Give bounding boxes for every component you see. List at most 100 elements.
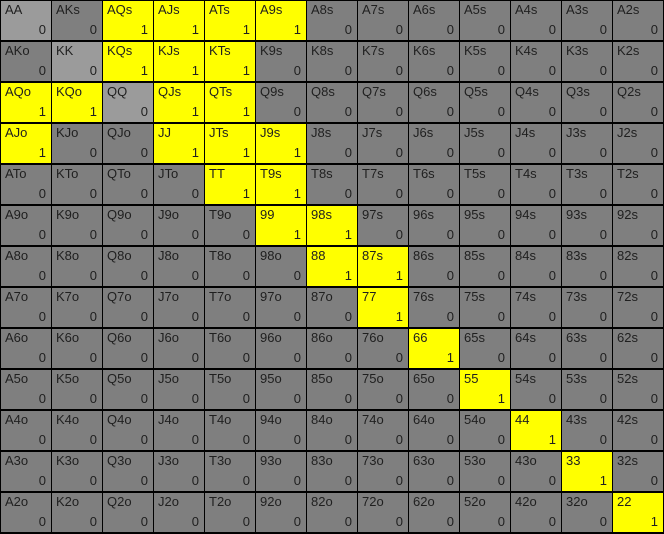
cell-Q8s[interactable]: Q8s 0 (307, 83, 358, 124)
cell-QJo[interactable]: QJo 0 (103, 124, 154, 165)
cell-JJ[interactable]: JJ 1 (154, 124, 205, 165)
cell-QJs[interactable]: QJs 1 (154, 83, 205, 124)
cell-Q7s[interactable]: Q7s 0 (358, 83, 409, 124)
cell-K4s[interactable]: K4s 0 (511, 42, 562, 83)
cell-Q2s[interactable]: Q2s 0 (613, 83, 664, 124)
cell-62s[interactable]: 62s 0 (613, 329, 664, 370)
cell-72s[interactable]: 72s 0 (613, 288, 664, 329)
cell-A2o[interactable]: A2o 0 (1, 493, 52, 534)
cell-T3s[interactable]: T3s 0 (562, 165, 613, 206)
cell-J9s[interactable]: J9s 1 (256, 124, 307, 165)
cell-JTs[interactable]: JTs 1 (205, 124, 256, 165)
cell-66[interactable]: 66 1 (409, 329, 460, 370)
cell-65s[interactable]: 65s 0 (460, 329, 511, 370)
cell-QTo[interactable]: QTo 0 (103, 165, 154, 206)
cell-92o[interactable]: 92o 0 (256, 493, 307, 534)
cell-J7o[interactable]: J7o 0 (154, 288, 205, 329)
cell-T4o[interactable]: T4o 0 (205, 411, 256, 452)
cell-73o[interactable]: 73o 0 (358, 452, 409, 493)
cell-94s[interactable]: 94s 0 (511, 206, 562, 247)
cell-K8o[interactable]: K8o 0 (52, 247, 103, 288)
cell-K9s[interactable]: K9s 0 (256, 42, 307, 83)
cell-82o[interactable]: 82o 0 (307, 493, 358, 534)
cell-ATs[interactable]: ATs 1 (205, 1, 256, 42)
cell-T9o[interactable]: T9o 0 (205, 206, 256, 247)
cell-88[interactable]: 88 1 (307, 247, 358, 288)
cell-Q5s[interactable]: Q5s 0 (460, 83, 511, 124)
cell-A7s[interactable]: A7s 0 (358, 1, 409, 42)
cell-98s[interactable]: 98s 1 (307, 206, 358, 247)
cell-J8o[interactable]: J8o 0 (154, 247, 205, 288)
cell-J7s[interactable]: J7s 0 (358, 124, 409, 165)
cell-86o[interactable]: 86o 0 (307, 329, 358, 370)
cell-A7o[interactable]: A7o 0 (1, 288, 52, 329)
cell-75s[interactable]: 75s 0 (460, 288, 511, 329)
cell-KTs[interactable]: KTs 1 (205, 42, 256, 83)
cell-TT[interactable]: TT 1 (205, 165, 256, 206)
cell-85o[interactable]: 85o 0 (307, 370, 358, 411)
cell-A8s[interactable]: A8s 0 (307, 1, 358, 42)
cell-Q9s[interactable]: Q9s 0 (256, 83, 307, 124)
cell-86s[interactable]: 86s 0 (409, 247, 460, 288)
cell-KQs[interactable]: KQs 1 (103, 42, 154, 83)
cell-T7s[interactable]: T7s 0 (358, 165, 409, 206)
cell-84s[interactable]: 84s 0 (511, 247, 562, 288)
cell-62o[interactable]: 62o 0 (409, 493, 460, 534)
cell-76s[interactable]: 76s 0 (409, 288, 460, 329)
cell-94o[interactable]: 94o 0 (256, 411, 307, 452)
cell-22[interactable]: 22 1 (613, 493, 664, 534)
cell-A6o[interactable]: A6o 0 (1, 329, 52, 370)
cell-K2s[interactable]: K2s 0 (613, 42, 664, 83)
cell-74o[interactable]: 74o 0 (358, 411, 409, 452)
cell-72o[interactable]: 72o 0 (358, 493, 409, 534)
cell-32s[interactable]: 32s 0 (613, 452, 664, 493)
cell-AJs[interactable]: AJs 1 (154, 1, 205, 42)
cell-J3o[interactable]: J3o 0 (154, 452, 205, 493)
cell-Q4s[interactable]: Q4s 0 (511, 83, 562, 124)
cell-J9o[interactable]: J9o 0 (154, 206, 205, 247)
cell-98o[interactable]: 98o 0 (256, 247, 307, 288)
cell-J8s[interactable]: J8s 0 (307, 124, 358, 165)
cell-A5o[interactable]: A5o 0 (1, 370, 52, 411)
cell-T2o[interactable]: T2o 0 (205, 493, 256, 534)
cell-55[interactable]: 55 1 (460, 370, 511, 411)
cell-J4o[interactable]: J4o 0 (154, 411, 205, 452)
cell-T3o[interactable]: T3o 0 (205, 452, 256, 493)
cell-83o[interactable]: 83o 0 (307, 452, 358, 493)
cell-T7o[interactable]: T7o 0 (205, 288, 256, 329)
cell-T9s[interactable]: T9s 1 (256, 165, 307, 206)
cell-44[interactable]: 44 1 (511, 411, 562, 452)
cell-K7s[interactable]: K7s 0 (358, 42, 409, 83)
cell-Q8o[interactable]: Q8o 0 (103, 247, 154, 288)
cell-93s[interactable]: 93s 0 (562, 206, 613, 247)
cell-92s[interactable]: 92s 0 (613, 206, 664, 247)
cell-K8s[interactable]: K8s 0 (307, 42, 358, 83)
cell-KJo[interactable]: KJo 0 (52, 124, 103, 165)
cell-K3s[interactable]: K3s 0 (562, 42, 613, 83)
cell-95o[interactable]: 95o 0 (256, 370, 307, 411)
cell-A9s[interactable]: A9s 1 (256, 1, 307, 42)
cell-T2s[interactable]: T2s 0 (613, 165, 664, 206)
cell-K2o[interactable]: K2o 0 (52, 493, 103, 534)
cell-A5s[interactable]: A5s 0 (460, 1, 511, 42)
cell-95s[interactable]: 95s 0 (460, 206, 511, 247)
cell-A4o[interactable]: A4o 0 (1, 411, 52, 452)
cell-83s[interactable]: 83s 0 (562, 247, 613, 288)
cell-87o[interactable]: 87o 0 (307, 288, 358, 329)
cell-T6s[interactable]: T6s 0 (409, 165, 460, 206)
cell-J5o[interactable]: J5o 0 (154, 370, 205, 411)
cell-A8o[interactable]: A8o 0 (1, 247, 52, 288)
cell-QTs[interactable]: QTs 1 (205, 83, 256, 124)
cell-64s[interactable]: 64s 0 (511, 329, 562, 370)
cell-74s[interactable]: 74s 0 (511, 288, 562, 329)
cell-A3o[interactable]: A3o 0 (1, 452, 52, 493)
cell-KQo[interactable]: KQo 1 (52, 83, 103, 124)
cell-T4s[interactable]: T4s 0 (511, 165, 562, 206)
cell-32o[interactable]: 32o 0 (562, 493, 613, 534)
cell-K6s[interactable]: K6s 0 (409, 42, 460, 83)
cell-AQo[interactable]: AQo 1 (1, 83, 52, 124)
cell-52s[interactable]: 52s 0 (613, 370, 664, 411)
cell-J2o[interactable]: J2o 0 (154, 493, 205, 534)
cell-99[interactable]: 99 1 (256, 206, 307, 247)
cell-K9o[interactable]: K9o 0 (52, 206, 103, 247)
